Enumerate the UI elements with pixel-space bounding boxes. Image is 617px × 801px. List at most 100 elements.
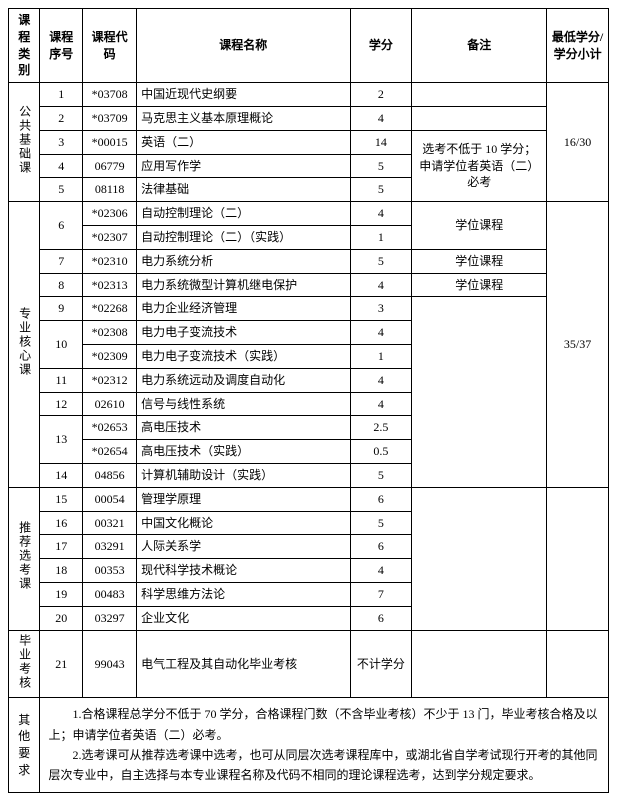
cell-seq: 13	[40, 416, 83, 464]
cell-credit: 6	[350, 606, 412, 630]
cell-code: 08118	[83, 178, 137, 202]
hdr-credit: 学分	[350, 9, 412, 83]
cell-code: 02610	[83, 392, 137, 416]
cell-code: *02313	[83, 273, 137, 297]
cell-credit: 1	[350, 225, 412, 249]
cell-seq: 15	[40, 487, 83, 511]
cell-remark: 学位课程	[412, 202, 547, 250]
cell-code: *02309	[83, 344, 137, 368]
cell-credit: 5	[350, 249, 412, 273]
cell-code: *02268	[83, 297, 137, 321]
cell-remark	[412, 83, 547, 107]
cell-seq: 2	[40, 106, 83, 130]
table-row: 3*00015英语（二）14选考不低于 10 学分；申请学位者英语（二）必考	[9, 130, 609, 154]
table-body: 公共基础课1*03708中国近现代史纲要216/302*03709马克思主义基本…	[9, 83, 609, 793]
cell-name: 计算机辅助设计（实践）	[137, 463, 350, 487]
cell-credit: 不计学分	[350, 630, 412, 698]
hdr-seq: 课程序号	[40, 9, 83, 83]
cell-code: *02654	[83, 440, 137, 464]
cell-seq: 17	[40, 535, 83, 559]
cell-name: 电力电子变流技术（实践）	[137, 344, 350, 368]
cell-name: 管理学原理	[137, 487, 350, 511]
cell-code: *02312	[83, 368, 137, 392]
cell-credit: 7	[350, 582, 412, 606]
table-row: 9*02268电力企业经济管理3	[9, 297, 609, 321]
cell-credit: 3	[350, 297, 412, 321]
cell-seq: 18	[40, 559, 83, 583]
cell-credit: 4	[350, 273, 412, 297]
cell-seq: 20	[40, 606, 83, 630]
cell-name: 法律基础	[137, 178, 350, 202]
cell-seq: 11	[40, 368, 83, 392]
cell-seq: 9	[40, 297, 83, 321]
cell-seq: 16	[40, 511, 83, 535]
cell-credit: 6	[350, 487, 412, 511]
cell-code: 99043	[83, 630, 137, 698]
cell-code: 00321	[83, 511, 137, 535]
cell-name: 科学思维方法论	[137, 582, 350, 606]
cell-seq: 3	[40, 130, 83, 154]
notes-cell: 1.合格课程总学分不低于 70 学分，合格课程门数（不含毕业考核）不少于 13 …	[40, 698, 609, 793]
cell-remark: 学位课程	[412, 249, 547, 273]
cell-credit: 0.5	[350, 440, 412, 464]
cell-subtotal	[547, 630, 609, 698]
hdr-category: 课程类别	[9, 9, 40, 83]
cell-code: 03291	[83, 535, 137, 559]
table-row: 7*02310电力系统分析5学位课程	[9, 249, 609, 273]
cell-code: 00054	[83, 487, 137, 511]
cell-name: 自动控制理论（二）（实践）	[137, 225, 350, 249]
cell-credit: 1	[350, 344, 412, 368]
table-row: 公共基础课1*03708中国近现代史纲要216/30	[9, 83, 609, 107]
cell-seq: 7	[40, 249, 83, 273]
cell-code: *02308	[83, 321, 137, 345]
cell-code: 03297	[83, 606, 137, 630]
hdr-subtotal: 最低学分/学分小计	[547, 9, 609, 83]
cell-name: 自动控制理论（二）	[137, 202, 350, 226]
cell-remark-elective	[412, 487, 547, 630]
cell-code: *03708	[83, 83, 137, 107]
cell-credit: 5	[350, 463, 412, 487]
cell-remark: 学位课程	[412, 273, 547, 297]
cell-seq: 1	[40, 83, 83, 107]
cell-seq: 19	[40, 582, 83, 606]
cell-name: 企业文化	[137, 606, 350, 630]
hdr-name: 课程名称	[137, 9, 350, 83]
cell-name: 中国近现代史纲要	[137, 83, 350, 107]
cell-seq: 5	[40, 178, 83, 202]
cell-credit: 2.5	[350, 416, 412, 440]
cell-name: 人际关系学	[137, 535, 350, 559]
cell-subtotal-core: 35/37	[547, 202, 609, 488]
category-elective: 推荐选考课	[9, 487, 40, 630]
cell-credit: 5	[350, 511, 412, 535]
cell-seq: 14	[40, 463, 83, 487]
category-public: 公共基础课	[9, 83, 40, 202]
table-row: 专业核心课6*02306自动控制理论（二）4学位课程35/37	[9, 202, 609, 226]
cell-name: 高电压技术（实践）	[137, 440, 350, 464]
cell-code: *02307	[83, 225, 137, 249]
hdr-code: 课程代码	[83, 9, 137, 83]
cell-credit: 5	[350, 154, 412, 178]
cell-code: 04856	[83, 463, 137, 487]
cell-remark-empty	[412, 297, 547, 487]
cell-code: *02310	[83, 249, 137, 273]
cell-name: 电力系统远动及调度自动化	[137, 368, 350, 392]
cell-code: *02306	[83, 202, 137, 226]
table-row: 推荐选考课1500054管理学原理6	[9, 487, 609, 511]
cell-credit: 4	[350, 106, 412, 130]
cell-code: 00483	[83, 582, 137, 606]
cell-subtotal-elective	[547, 487, 609, 630]
note-line-2: 2.选考课可从推荐选考课中选考，也可从同层次选考课程库中，或湖北省自学考试现行开…	[48, 745, 600, 786]
category-core: 专业核心课	[9, 202, 40, 488]
cell-credit: 6	[350, 535, 412, 559]
cell-credit: 14	[350, 130, 412, 154]
cell-name: 电力系统微型计算机继电保护	[137, 273, 350, 297]
cell-credit: 4	[350, 321, 412, 345]
cell-credit: 4	[350, 559, 412, 583]
cell-name: 马克思主义基本原理概论	[137, 106, 350, 130]
hdr-remark: 备注	[412, 9, 547, 83]
cell-remark	[412, 630, 547, 698]
cell-name: 英语（二）	[137, 130, 350, 154]
cell-name: 应用写作学	[137, 154, 350, 178]
cell-credit: 4	[350, 202, 412, 226]
cell-seq: 6	[40, 202, 83, 250]
